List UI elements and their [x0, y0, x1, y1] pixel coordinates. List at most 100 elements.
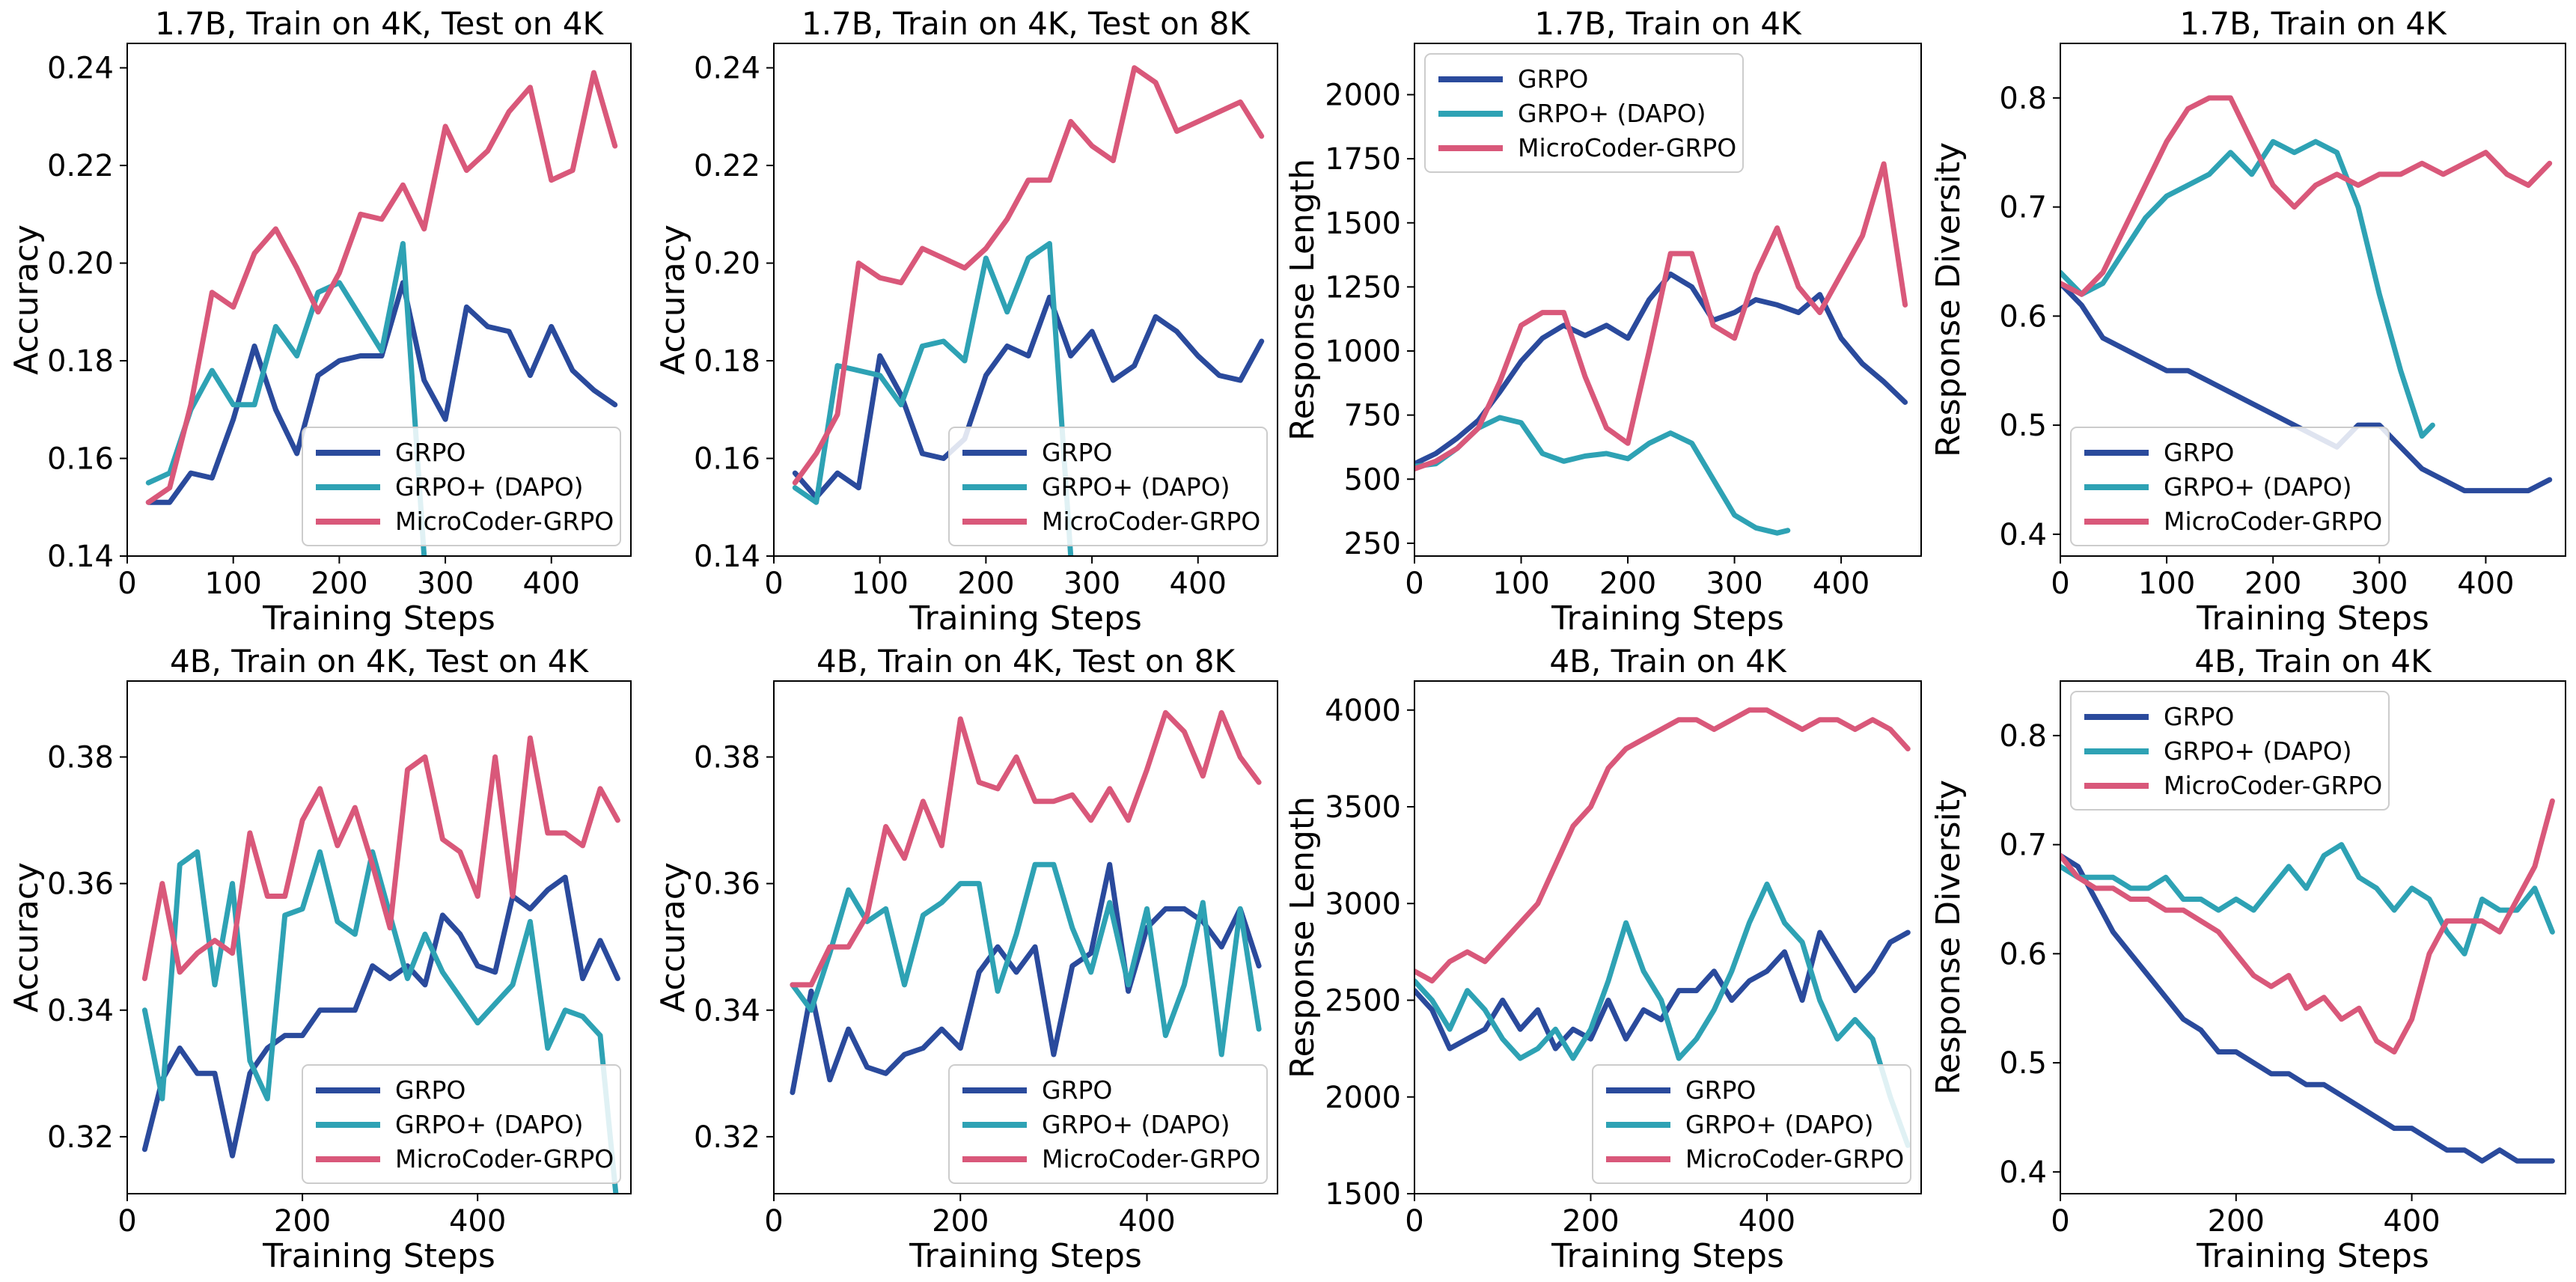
x-tick-label: 200 [274, 1204, 331, 1239]
y-tick-label: 0.34 [694, 994, 760, 1028]
legend-label: MicroCoder-GRPO [1042, 507, 1260, 536]
y-tick-label: 0.32 [47, 1120, 114, 1155]
y-tick-label: 0.14 [47, 540, 114, 574]
legend-label: GRPO [395, 438, 466, 467]
y-tick-label: 0.14 [694, 540, 760, 574]
legend-box [948, 427, 1268, 546]
chart-title: 1.7B, Train on 4K [1534, 5, 1802, 42]
x-tick-label: 200 [957, 567, 1014, 601]
x-tick-label: 0 [2051, 567, 2069, 601]
legend-box [2070, 691, 2390, 811]
y-tick-label: 3000 [1325, 887, 1401, 921]
chart-panel-8: 0.4 0.5 0.6 0.7 0.8 0 200 400 4B, Train on 4K Tra… [1929, 643, 2566, 1275]
x-tick-label: 0 [1405, 567, 1423, 601]
x-tick-label: 200 [1599, 567, 1656, 601]
y-tick-label: 0.38 [694, 740, 760, 775]
y-tick-label: 1500 [1325, 1177, 1401, 1212]
legend-box [302, 427, 621, 546]
x-tick-label: 400 [1170, 567, 1227, 601]
legend-box [302, 1064, 621, 1184]
legend-label: GRPO+ (DAPO) [1042, 1110, 1230, 1139]
series-group [1414, 707, 1911, 1148]
x-tick-label: 100 [205, 567, 262, 601]
plot-frame [2060, 680, 2566, 1194]
x-tick-label: 400 [1739, 1204, 1795, 1239]
y-axis-label: Response Diversity [1929, 780, 1968, 1095]
chart-title: 1.7B, Train on 4K [2179, 5, 2447, 42]
series-line-microcoder-grpo [790, 709, 1262, 988]
y-tick-label: 0.8 [1999, 82, 2047, 116]
y-tick-label: 750 [1344, 399, 1401, 433]
series-line-grpo-dapo [790, 861, 1262, 1057]
legend: GRPO GRPO+ (DAPO) MicroCoder-GRPO [1592, 1064, 1911, 1184]
series-line-grpo [1414, 930, 1911, 1051]
y-tick-label: 0.34 [47, 994, 114, 1028]
plot-frame [126, 680, 632, 1194]
legend: GRPO GRPO+ (DAPO) MicroCoder-GRPO [1424, 53, 1744, 173]
y-tick-label: 0.8 [1999, 719, 2047, 754]
x-tick-label: 0 [764, 567, 783, 601]
legend: GRPO GRPO+ (DAPO) MicroCoder-GRPO [948, 427, 1268, 546]
plot-frame [773, 43, 1278, 557]
chart-panel-3: 250 500 750 1000 1250 1500 1750 2000 0 100 200 300 4… [1284, 5, 1922, 638]
chart-panel-1: 0.14 0.16 0.18 0.20 0.22 0.24 0 100 200 300 400 1.7… [7, 5, 632, 638]
x-tick-label: 400 [2457, 567, 2514, 601]
legend-label: GRPO+ (DAPO) [395, 472, 584, 501]
series-line-microcoder-grpo [141, 735, 620, 981]
series-line-grpo [145, 280, 618, 505]
x-tick-label: 300 [417, 567, 474, 601]
series-line-grpo [2060, 852, 2555, 1164]
y-tick-label: 0.20 [694, 247, 760, 281]
legend-box [948, 1064, 1268, 1184]
series-line-microcoder-grpo [1414, 161, 1908, 471]
legend-label: MicroCoder-GRPO [395, 1144, 614, 1173]
y-tick-label: 0.18 [694, 344, 760, 379]
x-axis-label: Training Steps [909, 599, 1142, 638]
series-line-grpo [790, 861, 1262, 1096]
series-line-grpo-dapo [141, 849, 619, 1194]
x-axis-label: Training Steps [909, 1237, 1142, 1275]
x-tick-label: 200 [2208, 1204, 2265, 1239]
series-line-microcoder-grpo [2060, 798, 2555, 1054]
legend-label: MicroCoder-GRPO [2164, 507, 2382, 536]
x-tick-label: 0 [1405, 1204, 1423, 1239]
y-tick-label: 2500 [1325, 984, 1401, 1019]
legend-label: GRPO [1042, 438, 1112, 467]
y-tick-label: 0.38 [47, 740, 114, 775]
legend-label: GRPO+ (DAPO) [1685, 1110, 1874, 1139]
y-tick-label: 1750 [1325, 142, 1401, 177]
y-axis-label: Response Diversity [1929, 142, 1968, 457]
plot-frame [773, 680, 1278, 1194]
y-tick-label: 0.22 [47, 149, 114, 183]
legend-label: GRPO+ (DAPO) [2164, 736, 2352, 766]
legend-label: MicroCoder-GRPO [1042, 1144, 1260, 1173]
y-tick-label: 0.7 [1999, 828, 2047, 863]
y-tick-label: 0.6 [1999, 299, 2047, 334]
y-tick-label: 0.20 [47, 247, 114, 281]
plot-frame [2060, 43, 2566, 557]
legend-box [1592, 1064, 1911, 1184]
chart-title: 1.7B, Train on 4K, Test on 4K [155, 5, 605, 42]
x-tick-label: 300 [1063, 567, 1120, 601]
series-line-grpo-dapo [145, 241, 427, 556]
series-line-grpo-dapo [2060, 842, 2555, 956]
legend-label: GRPO+ (DAPO) [1042, 472, 1230, 501]
y-tick-label: 0.22 [694, 149, 760, 183]
legend: GRPO GRPO+ (DAPO) MicroCoder-GRPO [302, 427, 621, 546]
y-tick-label: 2000 [1325, 1081, 1401, 1115]
y-axis-label: Response Length [1284, 159, 1322, 441]
x-tick-label: 200 [2244, 567, 2301, 601]
chart-panel-7: 1500 2000 2500 3000 3500 4000 0 200 400 4B, Train… [1284, 643, 1922, 1275]
x-tick-label: 300 [2351, 567, 2408, 601]
y-tick-label: 1000 [1325, 335, 1401, 369]
legend-label: GRPO [395, 1075, 466, 1105]
x-tick-label: 0 [764, 1204, 783, 1239]
legend-label: GRPO [1685, 1075, 1756, 1105]
series-group [145, 70, 618, 556]
x-tick-label: 0 [117, 567, 136, 601]
x-axis-label: Training Steps [1551, 1237, 1784, 1275]
x-tick-label: 400 [2383, 1204, 2440, 1239]
x-tick-label: 400 [1813, 567, 1870, 601]
legend-label: MicroCoder-GRPO [1518, 133, 1736, 162]
